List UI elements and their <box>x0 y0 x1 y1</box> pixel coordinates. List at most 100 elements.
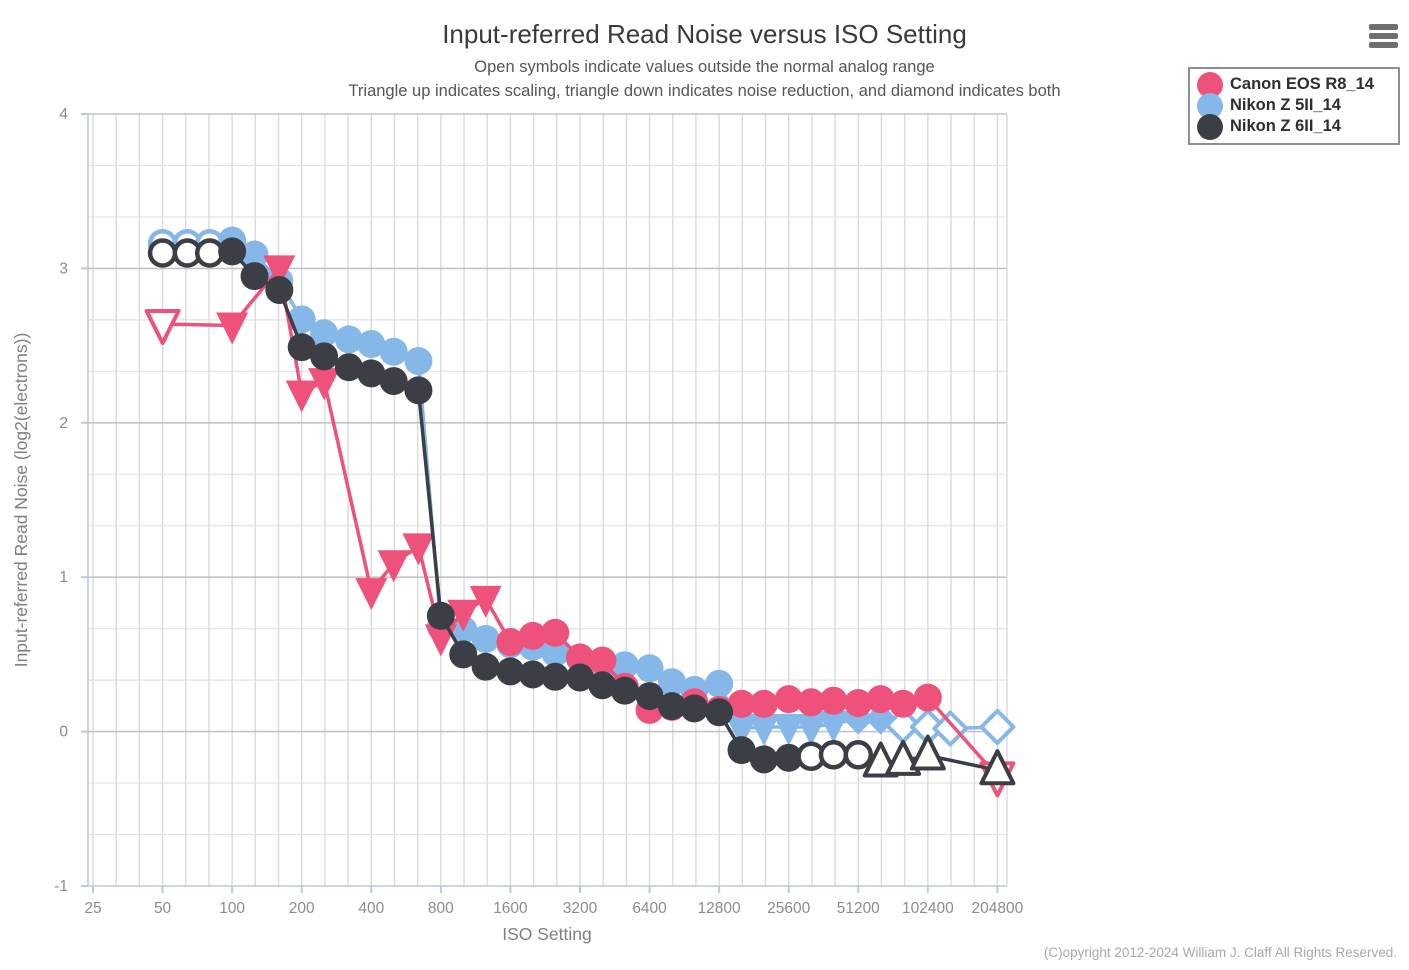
circle-marker <box>404 376 433 405</box>
x-tick-label: 25 <box>84 900 101 917</box>
x-tick-label: 102400 <box>902 900 954 917</box>
y-tick-label: 0 <box>59 724 68 741</box>
circle-marker <box>541 638 570 667</box>
series-nikon-z-6ii-14 <box>147 237 1016 786</box>
y-tick-label: -1 <box>54 878 68 895</box>
triangle-down-marker <box>285 380 318 413</box>
circle-marker <box>471 624 500 653</box>
legend-item-nikon-z5ii: Nikon Z 5II_14 <box>1197 92 1390 119</box>
triangle-down-marker <box>402 533 435 566</box>
circle-marker <box>240 262 269 291</box>
circle-marker <box>287 333 316 362</box>
x-tick-label: 200 <box>289 900 315 917</box>
x-tick-label: 3200 <box>563 900 598 917</box>
circle-marker <box>541 618 570 647</box>
open-circle-marker <box>147 238 178 268</box>
circle-marker <box>310 319 339 348</box>
x-tick-label: 800 <box>428 900 454 917</box>
x-tick-label: 400 <box>358 900 384 917</box>
circle-marker <box>265 276 294 305</box>
x-tick-label: 51200 <box>837 900 880 917</box>
circle-marker <box>819 686 848 715</box>
circle-marker <box>404 347 433 376</box>
legend-item-canon-eos-r8: Canon EOS R8_14 <box>1197 71 1390 98</box>
triangle-down-marker <box>355 578 388 611</box>
triangle-down-marker <box>447 599 480 632</box>
circle-marker <box>496 628 525 657</box>
hamburger-bar <box>1369 42 1398 48</box>
copyright-text: (C)opyright 2012-2024 William J. Claff A… <box>1043 945 1397 960</box>
y-tick-label: 3 <box>59 260 68 277</box>
x-tick-label: 25600 <box>767 900 810 917</box>
circle-marker <box>749 689 778 718</box>
open-triangle-up-marker <box>909 734 946 771</box>
circle-marker <box>797 688 826 717</box>
circle-marker <box>518 660 547 689</box>
open-diamond-marker <box>932 710 969 747</box>
triangle-down-marker <box>263 255 296 288</box>
open-circle-marker <box>843 740 874 770</box>
circle-marker <box>705 669 734 698</box>
circle-marker <box>727 736 756 765</box>
hamburger-menu-icon[interactable] <box>1369 24 1398 51</box>
x-axis-label: ISO Setting <box>502 924 592 944</box>
circle-marker <box>541 662 570 691</box>
y-tick-label: 4 <box>59 106 68 123</box>
x-tick-label: 1600 <box>493 900 528 917</box>
triangle-down-marker <box>725 715 758 748</box>
open-triangle-down-marker <box>144 308 181 345</box>
circle-marker <box>379 337 408 366</box>
x-tick-label: 204800 <box>972 900 1024 917</box>
x-tick-label: 6400 <box>632 900 667 917</box>
triangle-down-marker <box>377 550 410 583</box>
triangle-down-marker <box>817 710 850 743</box>
circle-marker <box>889 689 918 718</box>
circle-marker <box>240 240 269 269</box>
circle-marker <box>749 745 778 774</box>
open-diamond-marker <box>979 708 1016 745</box>
triangle-down-marker <box>772 713 805 746</box>
circle-marker <box>588 671 617 700</box>
x-tick-label: 50 <box>154 900 172 917</box>
chart-subtitle-line1: Open symbols indicate values outside the… <box>474 58 935 76</box>
open-triangle-up-marker <box>979 749 1016 786</box>
circle-marker <box>357 330 386 359</box>
circle-marker <box>680 694 709 723</box>
circle-marker <box>657 668 686 697</box>
circle-marker <box>565 643 594 672</box>
triangle-down-marker <box>469 585 502 618</box>
hamburger-bar <box>1369 24 1398 30</box>
chart-subtitle-line2: Triangle up indicates scaling, triangle … <box>348 82 1061 100</box>
legend-swatch-nikon-z6ii <box>1197 113 1223 140</box>
circle-marker <box>610 676 639 705</box>
triangle-down-marker <box>795 713 828 746</box>
circle-marker <box>610 651 639 680</box>
circle-marker <box>449 640 478 669</box>
circle-marker <box>426 601 455 630</box>
circle-marker <box>635 682 664 711</box>
triangle-down-marker <box>747 713 780 746</box>
circle-marker <box>334 353 363 382</box>
y-axis-label: Input-referred Read Noise (log2(electron… <box>11 333 31 668</box>
circle-marker <box>334 325 363 354</box>
open-circle-marker <box>818 740 849 770</box>
legend-label: Nikon Z 5II_14 <box>1230 96 1341 114</box>
gridlines <box>88 113 1008 886</box>
hamburger-bar <box>1369 33 1398 39</box>
circle-marker <box>774 685 803 714</box>
circle-marker <box>357 359 386 388</box>
circle-marker <box>844 689 873 718</box>
triangle-down-marker <box>216 312 249 345</box>
legend-item-nikon-z6ii: Nikon Z 6II_14 <box>1197 113 1390 140</box>
y-tick-label: 1 <box>59 569 68 586</box>
y-tick-label: 2 <box>59 415 68 432</box>
chart-title: Input-referred Read Noise versus ISO Set… <box>442 19 967 49</box>
circle-marker <box>588 646 617 675</box>
circle-marker <box>913 683 942 712</box>
circle-marker <box>496 657 525 686</box>
axes: 25 50 100 200 400 800 1600 3200 6400 12800 25600 51… <box>11 106 1024 944</box>
circle-marker <box>774 743 803 772</box>
circle-marker <box>518 621 547 650</box>
circle-marker <box>218 237 247 266</box>
